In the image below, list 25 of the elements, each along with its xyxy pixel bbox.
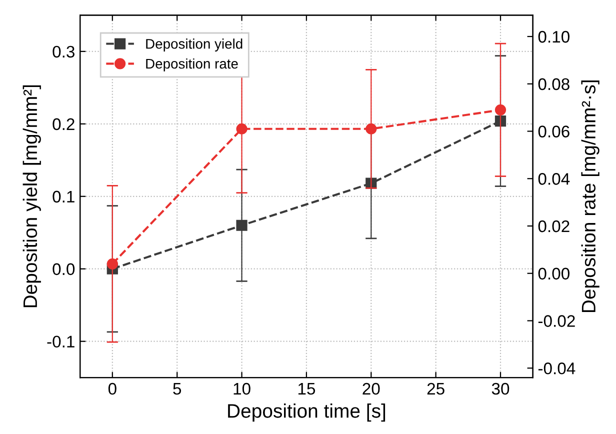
- legend-label: Deposition yield: [146, 38, 242, 52]
- y-tick-label: 0.2: [52, 118, 74, 130]
- legend-label: Deposition rate: [146, 58, 238, 72]
- x-tick-label: 25: [427, 382, 444, 395]
- x-tick-label: 30: [492, 382, 510, 395]
- y-tick-label: 0.3: [52, 46, 74, 58]
- x-tick-label: 10: [234, 382, 250, 395]
- y2-tick-label: 0.08: [538, 78, 570, 90]
- y-tick-label: -0.1: [47, 336, 74, 348]
- y2-axis-title: Deposition rate [mg/mm²·s]: [581, 80, 600, 312]
- x-tick-label: 20: [362, 382, 380, 395]
- y2-tick-label: 0.10: [538, 30, 570, 43]
- x-axis-title: Deposition time [s]: [228, 404, 386, 422]
- y2-tick-label: 0.00: [538, 268, 570, 280]
- x-tick-label: 5: [173, 383, 182, 395]
- y-axis-title: Deposition yield [mg/mm²]: [22, 85, 41, 308]
- x-tick-label: 0: [108, 382, 116, 395]
- y2-tick-label: -0.02: [538, 315, 575, 327]
- y2-tick-label: 0.02: [538, 220, 570, 232]
- y-tick-label: 0.0: [52, 263, 75, 276]
- x-tick-label: 15: [298, 383, 316, 395]
- y2-tick-label: 0.04: [538, 173, 570, 185]
- y2-tick-label: 0.06: [538, 126, 570, 138]
- y2-tick-label: -0.04: [538, 362, 576, 374]
- y-tick-label: 0.1: [52, 190, 74, 203]
